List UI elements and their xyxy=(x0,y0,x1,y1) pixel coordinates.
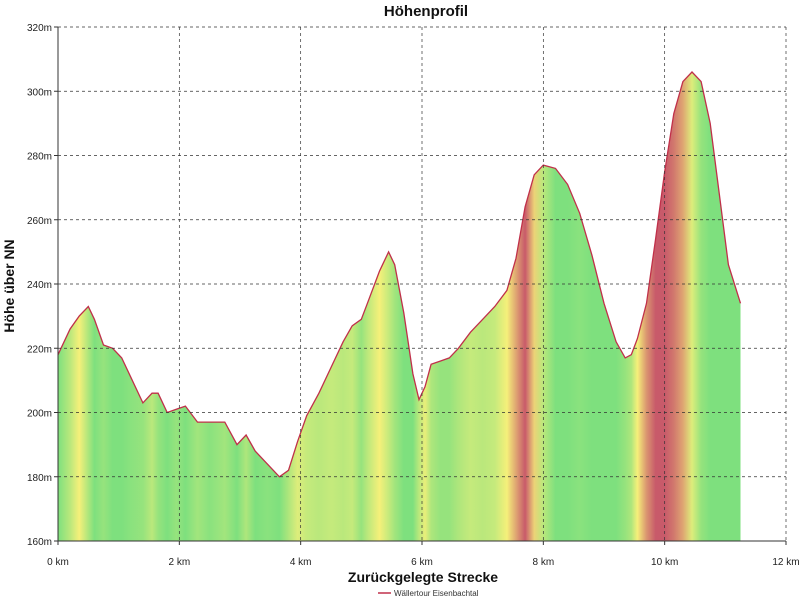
tick-labels: 0 km 2 km 4 km 6 km 8 km 10 km 12 km 160m 180m 20… xyxy=(27,23,800,568)
y-tick-label: 160m xyxy=(27,537,52,548)
y-tick-label: 300m xyxy=(27,87,52,98)
plot-area xyxy=(57,71,742,541)
x-tick-label: 12 km xyxy=(772,557,799,568)
legend: Wällertour Eisenbachtal xyxy=(378,589,479,598)
x-axis-label: Zurückgelegte Strecke xyxy=(348,569,498,585)
series-line-wallertour-eisenbachtal xyxy=(57,71,742,478)
x-tick-label: 2 km xyxy=(168,557,190,568)
x-tick-label: 10 km xyxy=(651,557,678,568)
x-tick-label: 4 km xyxy=(290,557,312,568)
chart-title: Höhenprofil xyxy=(384,3,468,20)
y-tick-label: 200m xyxy=(27,409,52,420)
x-tick-label: 0 km xyxy=(47,557,69,568)
elevation-area xyxy=(58,72,741,541)
y-tick-label: 180m xyxy=(27,473,52,484)
y-tick-label: 220m xyxy=(27,344,52,355)
y-tick-label: 240m xyxy=(27,280,52,291)
y-tick-label: 280m xyxy=(27,152,52,163)
x-tick-label: 6 km xyxy=(411,557,433,568)
y-tick-label: 260m xyxy=(27,216,52,227)
y-tick-label: 320m xyxy=(27,23,52,34)
grid-lines xyxy=(58,26,787,541)
x-tick-label: 8 km xyxy=(532,557,554,568)
y-axis-label: Höhe über NN xyxy=(1,239,17,332)
legend-label: Wällertour Eisenbachtal xyxy=(394,589,479,598)
